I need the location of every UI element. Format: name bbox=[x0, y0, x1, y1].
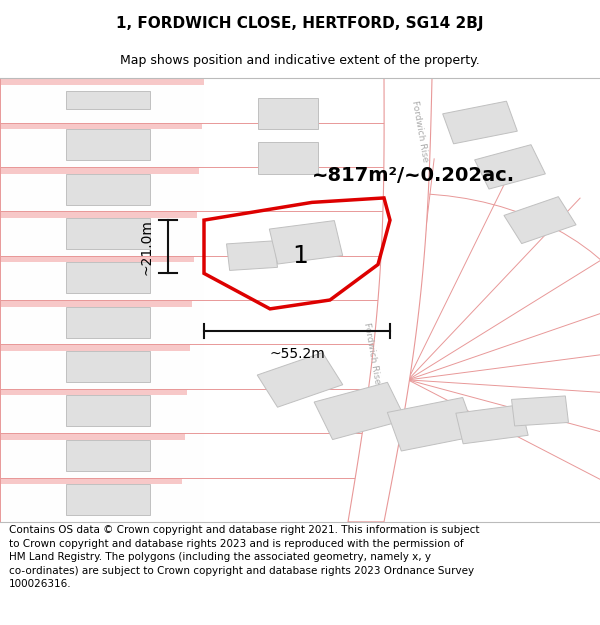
Polygon shape bbox=[66, 484, 150, 515]
Polygon shape bbox=[0, 78, 204, 85]
Polygon shape bbox=[348, 78, 432, 522]
Polygon shape bbox=[475, 145, 545, 189]
Polygon shape bbox=[0, 389, 187, 396]
Polygon shape bbox=[0, 478, 182, 484]
Polygon shape bbox=[66, 129, 150, 160]
Polygon shape bbox=[0, 78, 204, 522]
Polygon shape bbox=[66, 174, 150, 204]
Polygon shape bbox=[257, 352, 343, 408]
Polygon shape bbox=[66, 91, 150, 109]
Polygon shape bbox=[66, 218, 150, 249]
Polygon shape bbox=[0, 433, 185, 440]
Polygon shape bbox=[66, 307, 150, 338]
Polygon shape bbox=[66, 262, 150, 293]
Polygon shape bbox=[258, 142, 318, 174]
Polygon shape bbox=[0, 167, 199, 174]
Polygon shape bbox=[66, 396, 150, 426]
Text: Fordwich Rise: Fordwich Rise bbox=[410, 100, 430, 163]
Polygon shape bbox=[227, 241, 277, 271]
Polygon shape bbox=[0, 256, 194, 262]
Polygon shape bbox=[66, 440, 150, 471]
Polygon shape bbox=[0, 211, 197, 218]
Text: ~21.0m: ~21.0m bbox=[139, 219, 153, 275]
Polygon shape bbox=[388, 398, 476, 451]
Polygon shape bbox=[66, 351, 150, 382]
Polygon shape bbox=[0, 122, 202, 129]
Polygon shape bbox=[269, 221, 343, 264]
Polygon shape bbox=[512, 396, 568, 426]
Text: Contains OS data © Crown copyright and database right 2021. This information is : Contains OS data © Crown copyright and d… bbox=[9, 525, 479, 589]
Polygon shape bbox=[314, 382, 406, 439]
Polygon shape bbox=[258, 98, 318, 129]
Polygon shape bbox=[504, 197, 576, 244]
Polygon shape bbox=[443, 101, 517, 144]
Text: 1: 1 bbox=[292, 244, 308, 268]
Text: ~55.2m: ~55.2m bbox=[269, 347, 325, 361]
Polygon shape bbox=[456, 405, 528, 444]
Text: 1, FORDWICH CLOSE, HERTFORD, SG14 2BJ: 1, FORDWICH CLOSE, HERTFORD, SG14 2BJ bbox=[116, 16, 484, 31]
Polygon shape bbox=[0, 300, 192, 307]
Text: Fordwich Rise: Fordwich Rise bbox=[362, 322, 382, 385]
Text: ~817m²/~0.202ac.: ~817m²/~0.202ac. bbox=[312, 166, 515, 185]
Polygon shape bbox=[0, 344, 190, 351]
Text: Map shows position and indicative extent of the property.: Map shows position and indicative extent… bbox=[120, 54, 480, 68]
